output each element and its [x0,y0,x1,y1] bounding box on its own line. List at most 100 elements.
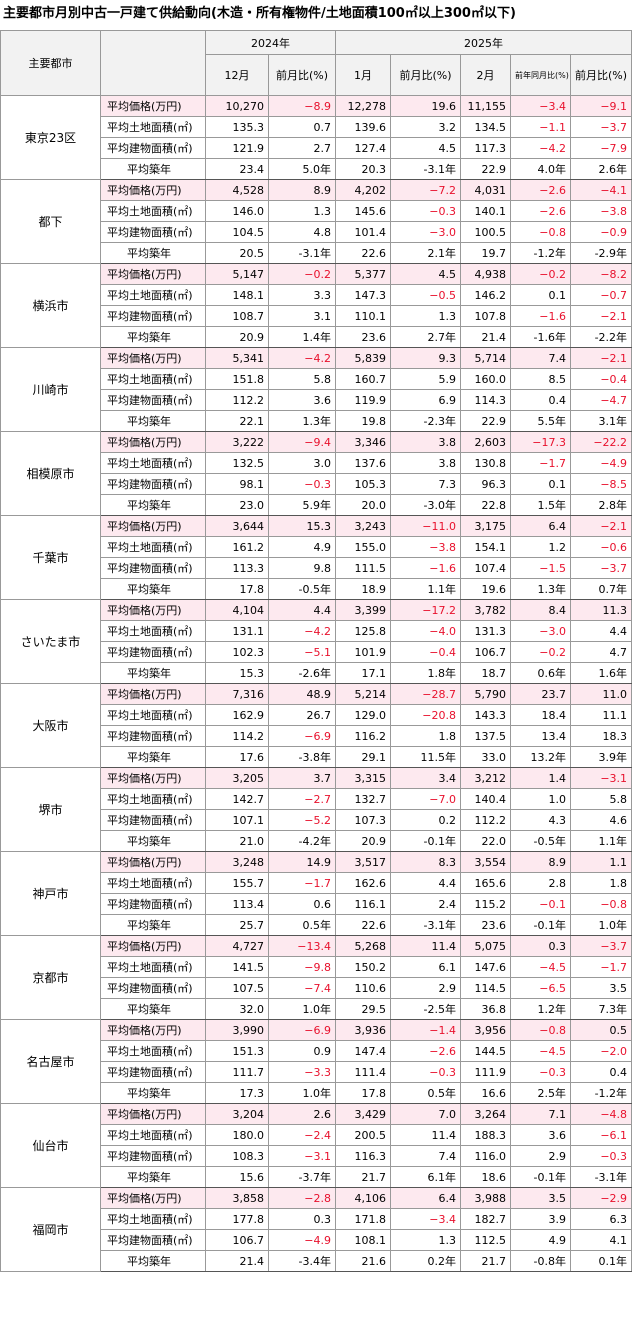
cell-value: 23.6 [460,914,511,936]
cell-value: 107.5 [205,977,269,999]
cell-value: 154.1 [460,536,511,558]
cell-value: 6.3 [569,1208,632,1230]
row-label: 平均価格(万円) [100,767,206,789]
cell-value: 18.3 [569,725,632,747]
cell-value: 171.8 [335,1208,391,1230]
cell-value: −9.1 [569,95,632,117]
cell-value: 3,175 [460,515,511,537]
city-name: 都下 [0,179,101,264]
cell-value: 19.7 [460,242,511,264]
cell-value: −3.8 [569,200,632,222]
cell-value: −3.4 [510,95,571,117]
data-row: 福岡市 平均価格(万円) 3,858 −2.8 4,106 6.4 3,988 3.5 −2.9 [0,1187,632,1272]
cell-value: −0.2 [510,263,571,285]
cell-value: 4,938 [460,263,511,285]
row-label: 平均建物面積(㎡) [100,137,206,159]
cell-value: 5.5年 [510,410,571,432]
cell-value: −7.4 [268,977,336,999]
cell-value: 131.1 [205,620,269,642]
cell-value: -0.5年 [510,830,571,852]
cell-value: 102.3 [205,641,269,663]
row-label: 平均土地面積(㎡) [100,536,206,558]
cell-value: 155.0 [335,536,391,558]
cell-value: 165.6 [460,872,511,894]
cell-value: 1.3 [390,305,461,327]
cell-value: 130.8 [460,452,511,474]
row-label: 平均建物面積(㎡) [100,893,206,915]
cell-value: 116.1 [335,893,391,915]
cell-value: -0.1年 [510,914,571,936]
data-row: 平均築年 32.0 1.0年 29.5 -2.5年 36.8 1.2年 7.3年 [1,998,632,1020]
data-row: 平均建物面積(㎡) 113.3 9.8 111.5 −1.6 107.4 −1.5 −3.7 [1,557,632,579]
cell-value: 0.2年 [390,1250,461,1272]
cell-value: 188.3 [460,1124,511,1146]
cell-value: 6.9 [390,389,461,411]
cell-value: −0.4 [569,368,632,390]
cell-value: 6.1年 [390,1166,461,1188]
city-name: 川崎市 [0,347,101,432]
row-label: 平均築年 [100,662,206,684]
cell-value: −0.6 [569,536,632,558]
cell-value: -4.2年 [268,830,336,852]
data-row: 京都市 平均価格(万円) 4,727 −13.4 5,268 11.4 5,075 0.3 −3… [0,935,632,1020]
cell-value: −0.5 [390,284,461,306]
city-name: 堺市 [0,767,101,852]
row-label: 平均建物面積(㎡) [100,305,206,327]
cell-value: −7.2 [390,179,461,201]
cell-value: 4,727 [205,935,269,957]
row-label: 平均土地面積(㎡) [100,956,206,978]
cell-value: 108.1 [335,1229,391,1251]
data-row: 平均築年 23.4 5.0年 20.3 -3.1年 22.9 4.0年 2.6年 [1,158,632,180]
cell-value: 107.1 [205,809,269,831]
data-row: 平均築年 17.6 -3.8年 29.1 11.5年 33.0 13.2年 3.9年 [1,746,632,768]
row-label: 平均築年 [100,326,206,348]
cell-value: 125.8 [335,620,391,642]
data-row: 平均土地面積(㎡) 155.7 −1.7 162.6 4.4 165.6 2.8 1.8 [1,872,632,894]
cell-value: 20.9 [205,326,269,348]
cell-value: 3,205 [205,767,269,789]
cell-value: 137.5 [460,725,511,747]
cell-value: 22.0 [460,830,511,852]
row-label: 平均価格(万円) [100,263,206,285]
city-name: 仙台市 [0,1103,101,1188]
cell-value: −1.6 [390,557,461,579]
cell-value: -1.2年 [510,242,571,264]
cell-value: 9.8 [268,557,336,579]
cell-value: 3,782 [460,599,511,621]
cell-value: 0.6 [268,893,336,915]
row-label: 平均建物面積(㎡) [100,1061,206,1083]
cell-value: -1.2年 [569,1082,632,1104]
cell-value: 147.4 [335,1040,391,1062]
cell-value: −8.5 [569,473,632,495]
city-name: 名古屋市 [0,1019,101,1104]
cell-value: 0.4 [569,1061,632,1083]
cell-value: 3.4 [390,767,461,789]
cell-value: 146.2 [460,284,511,306]
cell-value: −0.8 [510,1019,571,1041]
column-header: 1月 [335,54,391,96]
cell-value: 25.7 [205,914,269,936]
row-label: 平均土地面積(㎡) [100,1040,206,1062]
row-label: 平均築年 [100,494,206,516]
cell-value: −0.2 [510,641,571,663]
row-label: 平均土地面積(㎡) [100,1208,206,1230]
cell-value: 1.3年 [268,410,336,432]
cell-value: 3.1年 [569,410,632,432]
cell-value: 127.4 [335,137,391,159]
cell-value: −1.7 [510,452,571,474]
cell-value: 4.8 [268,221,336,243]
cell-value: 1.1年 [569,830,632,852]
row-label: 平均築年 [100,578,206,600]
city-name: さいたま市 [0,599,101,684]
cell-value: 101.4 [335,221,391,243]
data-row: 平均土地面積(㎡) 162.9 26.7 129.0 −20.8 143.3 18.4 11.… [1,704,632,726]
cell-value: −2.1 [569,515,632,537]
cell-value: 19.6 [390,95,461,117]
cell-value: 4,031 [460,179,511,201]
row-label: 平均建物面積(㎡) [100,1229,206,1251]
cell-value: 2.1年 [390,242,461,264]
cell-value: −2.8 [268,1187,336,1209]
cell-value: 0.1 [510,284,571,306]
cell-value: 6.4 [510,515,571,537]
cell-value: 0.7 [268,116,336,138]
